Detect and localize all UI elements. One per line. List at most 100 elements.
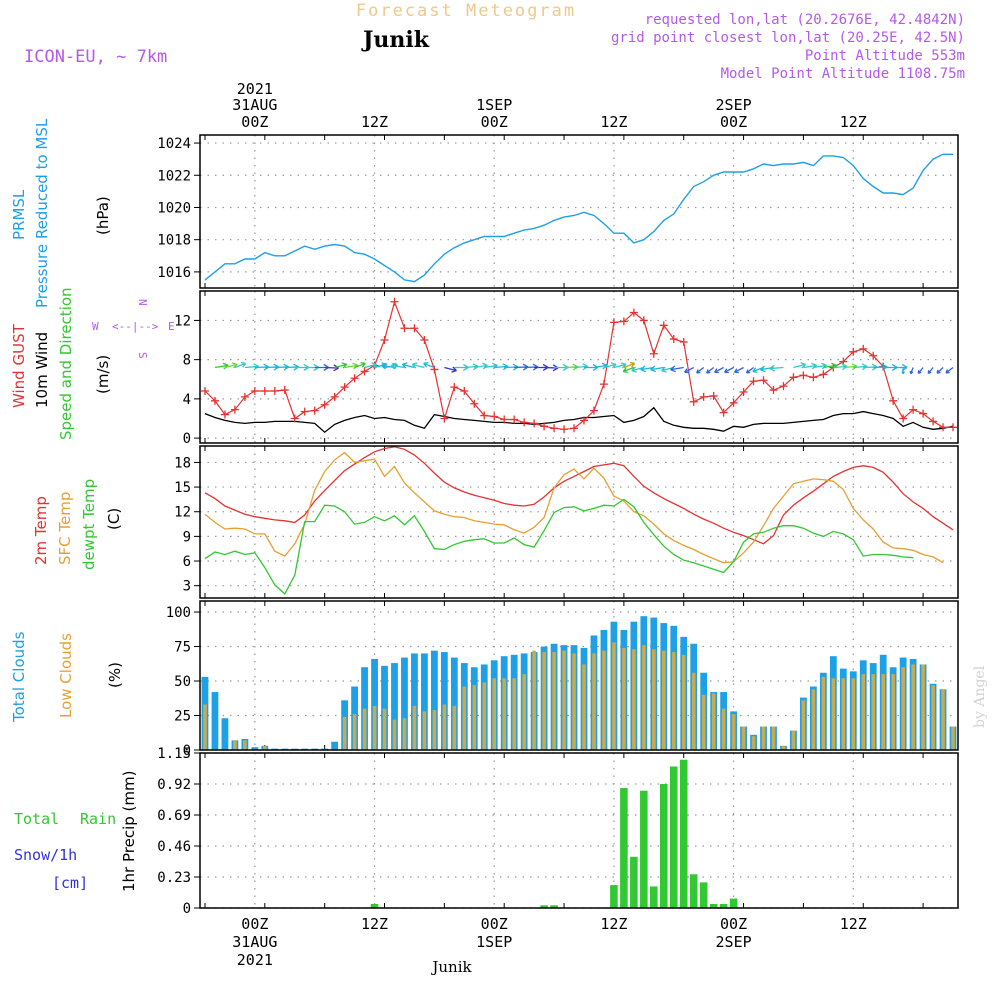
precip-bar	[719, 903, 728, 908]
total-cloud-bar	[430, 650, 438, 750]
low-cloud-bar	[592, 653, 596, 750]
compass-e: E	[168, 320, 175, 333]
precip-ytick-label: 0.23	[157, 870, 191, 886]
total-cloud-bar	[381, 665, 388, 750]
wind-gust-point	[220, 410, 229, 419]
low-cloud-bar	[572, 653, 576, 750]
low-cloud-bar	[731, 714, 736, 750]
compass-center: <--|-->	[112, 320, 159, 333]
wind-gust-point	[560, 425, 569, 434]
wind-gust-point	[909, 405, 918, 414]
total-cloud-bar	[371, 658, 378, 750]
wind-direction-arrow	[706, 366, 715, 374]
wind-direction-arrow	[734, 366, 744, 374]
model-label: ICON-EU, ~ 7km	[24, 47, 167, 67]
temp-ytick-label: 12	[174, 505, 191, 521]
temp-ytick-label: 15	[174, 480, 191, 496]
precip-bar	[659, 784, 668, 908]
wind-gust-line	[204, 299, 953, 430]
precip-bar	[689, 874, 698, 908]
low-cloud-bar	[542, 652, 546, 750]
wind-direction-arrow	[745, 366, 754, 374]
top-time-label: 00Z	[481, 113, 508, 131]
point-altitude: Point Altitude 553m	[805, 48, 965, 64]
temp-ytick-label: 9	[183, 529, 191, 545]
temp-unit: (C)	[105, 508, 123, 530]
wind-direction-arrow	[224, 362, 238, 369]
requested-coords: requested lon,lat (20.2676E, 42.4842N)	[645, 12, 965, 28]
wind-direction-arrow	[613, 362, 627, 369]
low-cloud-bar	[532, 650, 536, 750]
low-cloud-bar	[482, 682, 487, 750]
wind-direction-arrow	[670, 365, 684, 373]
wind-direction-arrow	[623, 361, 636, 369]
wind-gust-point	[310, 406, 319, 415]
compass-w: W	[92, 320, 99, 333]
wind-direction-arrow	[603, 362, 617, 369]
wind-gust-point	[570, 424, 579, 433]
bottom-time-label: 12Z	[361, 915, 388, 933]
low-cloud-bar	[941, 689, 945, 750]
pressure-ytick-label: 1016	[157, 265, 191, 281]
wind-direction-arrow	[622, 366, 635, 374]
low-cloud-bar	[751, 736, 756, 750]
low-cloud-bar	[612, 642, 616, 750]
temp-sfc-label: SFC Temp	[56, 492, 74, 565]
temp-2m-line	[204, 446, 954, 545]
low-cloud-bar	[691, 672, 696, 750]
total-cloud-bar	[251, 747, 259, 750]
wind-gust-point	[719, 408, 728, 417]
wind-direction-arrow	[411, 362, 425, 369]
wind-gust-point	[789, 373, 798, 382]
wind-gust-point	[899, 414, 908, 423]
low-cloud-bar	[442, 704, 447, 750]
top-time-label: 31AUG	[232, 96, 277, 114]
low-cloud-bar	[402, 718, 407, 750]
precip-ytick-label: 0.92	[157, 777, 191, 793]
precip-unit: 1hr Precip (mm)	[120, 771, 138, 892]
low-cloud-bar	[602, 650, 606, 750]
low-cloud-bar	[422, 711, 427, 750]
pressure-ytick-label: 1022	[157, 168, 191, 184]
total-cloud-bar	[440, 652, 448, 750]
wind-gust-point	[609, 318, 618, 327]
precip-bar	[540, 905, 548, 908]
low-cloud-bar	[701, 694, 706, 750]
total-cloud-bar	[391, 663, 398, 750]
low-cloud-bar	[472, 685, 477, 750]
low-cloud-bar	[911, 664, 915, 750]
temp-dewpt-line	[204, 498, 914, 595]
precip-bar	[669, 766, 678, 908]
wind-gust-point	[240, 392, 249, 401]
bottom-time-label: 2021	[237, 951, 273, 969]
low-cloud-bar	[841, 678, 846, 750]
wind-direction-arrow	[893, 363, 908, 372]
low-cloud-bar	[801, 700, 806, 750]
precip-bar	[620, 788, 628, 908]
low-cloud-bar	[652, 649, 656, 750]
wind-gust-point	[849, 347, 858, 356]
total-cloud-bar	[450, 657, 458, 750]
precip-bar	[709, 903, 718, 908]
low-cloud-bar	[711, 693, 716, 750]
wind-direction-arrow	[696, 366, 705, 374]
low-cloud-bar	[771, 726, 776, 750]
wind-gust-point	[709, 391, 718, 400]
wind-gust-point	[230, 405, 239, 414]
wind-gust-point	[649, 349, 658, 358]
low-cloud-bar	[632, 649, 636, 750]
wind-direction-arrow	[945, 366, 954, 374]
clouds-ytick-label: 25	[174, 709, 191, 725]
low-cloud-bar	[392, 719, 397, 750]
low-cloud-bar	[681, 654, 686, 750]
low-cloud-bar	[741, 726, 746, 750]
low-cloud-bar	[233, 740, 237, 750]
wind-panel: 0 4 8 12	[174, 290, 959, 447]
low-cloud-bar	[203, 704, 207, 750]
low-cloud-bar	[562, 650, 566, 750]
total-cloud-bar	[211, 692, 219, 750]
bottom-time-label: 31AUG	[232, 933, 277, 951]
total-cloud-bar	[401, 657, 408, 750]
top-time-label: 1SEP	[476, 96, 512, 114]
wind-dir-label: Speed and Direction	[57, 287, 75, 440]
